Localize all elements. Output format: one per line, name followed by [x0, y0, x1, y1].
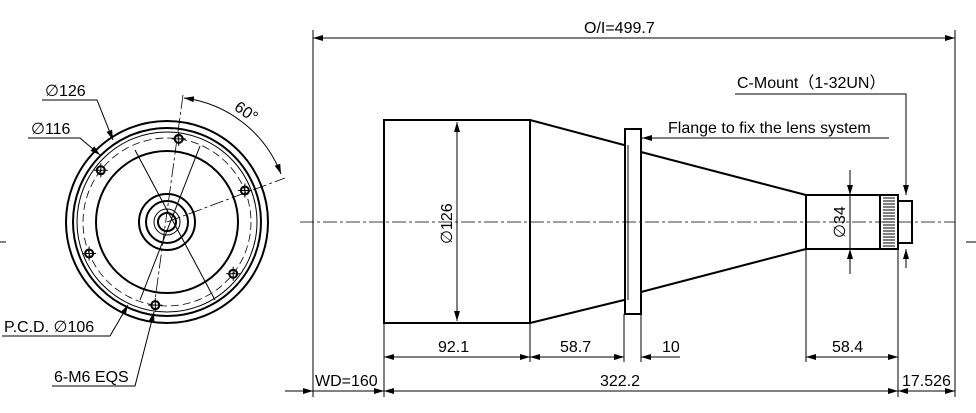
dim-taper-length: 58.7 — [560, 339, 591, 356]
lens-body — [383, 119, 531, 324]
barrel-diameter-label: ∅34 — [832, 206, 849, 238]
pcd-label: P.C.D. ∅106 — [4, 319, 94, 336]
dim-barrel-length: 58.4 — [832, 339, 863, 356]
dim-wd: WD=160 — [315, 373, 378, 390]
inner-diameter-label: ∅116 — [31, 121, 71, 138]
dim-body-length: 92.1 — [438, 339, 469, 356]
dim-total-length: 322.2 — [600, 373, 640, 390]
mounting-holes — [82, 131, 252, 313]
hole-crosshair — [226, 266, 241, 281]
c-mount-thread — [897, 200, 913, 244]
outer-diameter-label: ∅126 — [45, 83, 86, 100]
hole-crosshair — [148, 298, 163, 313]
dim-flange-thickness: 10 — [662, 339, 680, 356]
side-view: ∅126 ∅34 C-Mount（1-32UN） Flange to fix t… — [285, 20, 976, 397]
body-diameter-label: ∅126 — [439, 203, 456, 244]
front-view: 60° ∅126 ∅116 P.C.D. ∅106 6-M6 EQS — [0, 83, 286, 387]
hole-crosshair — [82, 246, 97, 261]
dim-back-focus: 17.526 — [902, 373, 951, 390]
flange — [624, 128, 642, 315]
holes-label: 6-M6 EQS — [54, 369, 129, 386]
hole-crosshair — [93, 163, 108, 178]
angle-label: 60° — [231, 99, 261, 127]
hole-crosshair — [171, 131, 186, 146]
c-mount-label: C-Mount（1-32UN） — [737, 74, 886, 92]
hole-crosshair — [237, 183, 252, 198]
flange-label: Flange to fix the lens system — [668, 120, 871, 137]
overall-length-label: O/I=499.7 — [584, 20, 655, 37]
pcd-circle — [82, 137, 252, 307]
